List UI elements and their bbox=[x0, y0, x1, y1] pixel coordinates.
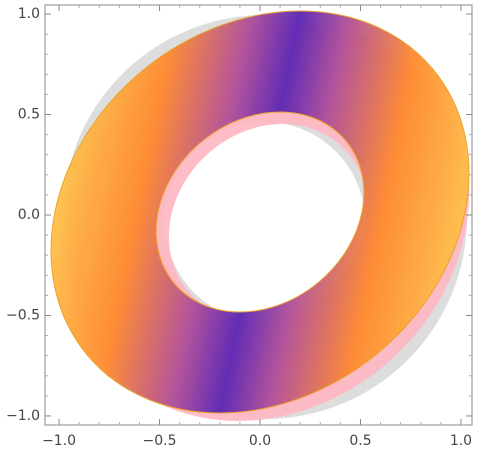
x-tick-label: 0.5 bbox=[349, 433, 371, 449]
y-tick-label: −1.0 bbox=[6, 408, 40, 424]
x-tick-label: −1.0 bbox=[42, 433, 76, 449]
y-tick-label: 0.5 bbox=[18, 107, 40, 123]
region bbox=[50, 10, 470, 421]
x-tick-label: −0.5 bbox=[143, 433, 177, 449]
x-tick-label: 0.0 bbox=[249, 433, 271, 449]
y-tick-label: 0.0 bbox=[18, 207, 40, 223]
y-tick-label: −0.5 bbox=[6, 307, 40, 323]
x-tick-label: 1.0 bbox=[450, 433, 472, 449]
y-tick-label: 1.0 bbox=[18, 6, 40, 22]
main-region bbox=[50, 10, 470, 414]
